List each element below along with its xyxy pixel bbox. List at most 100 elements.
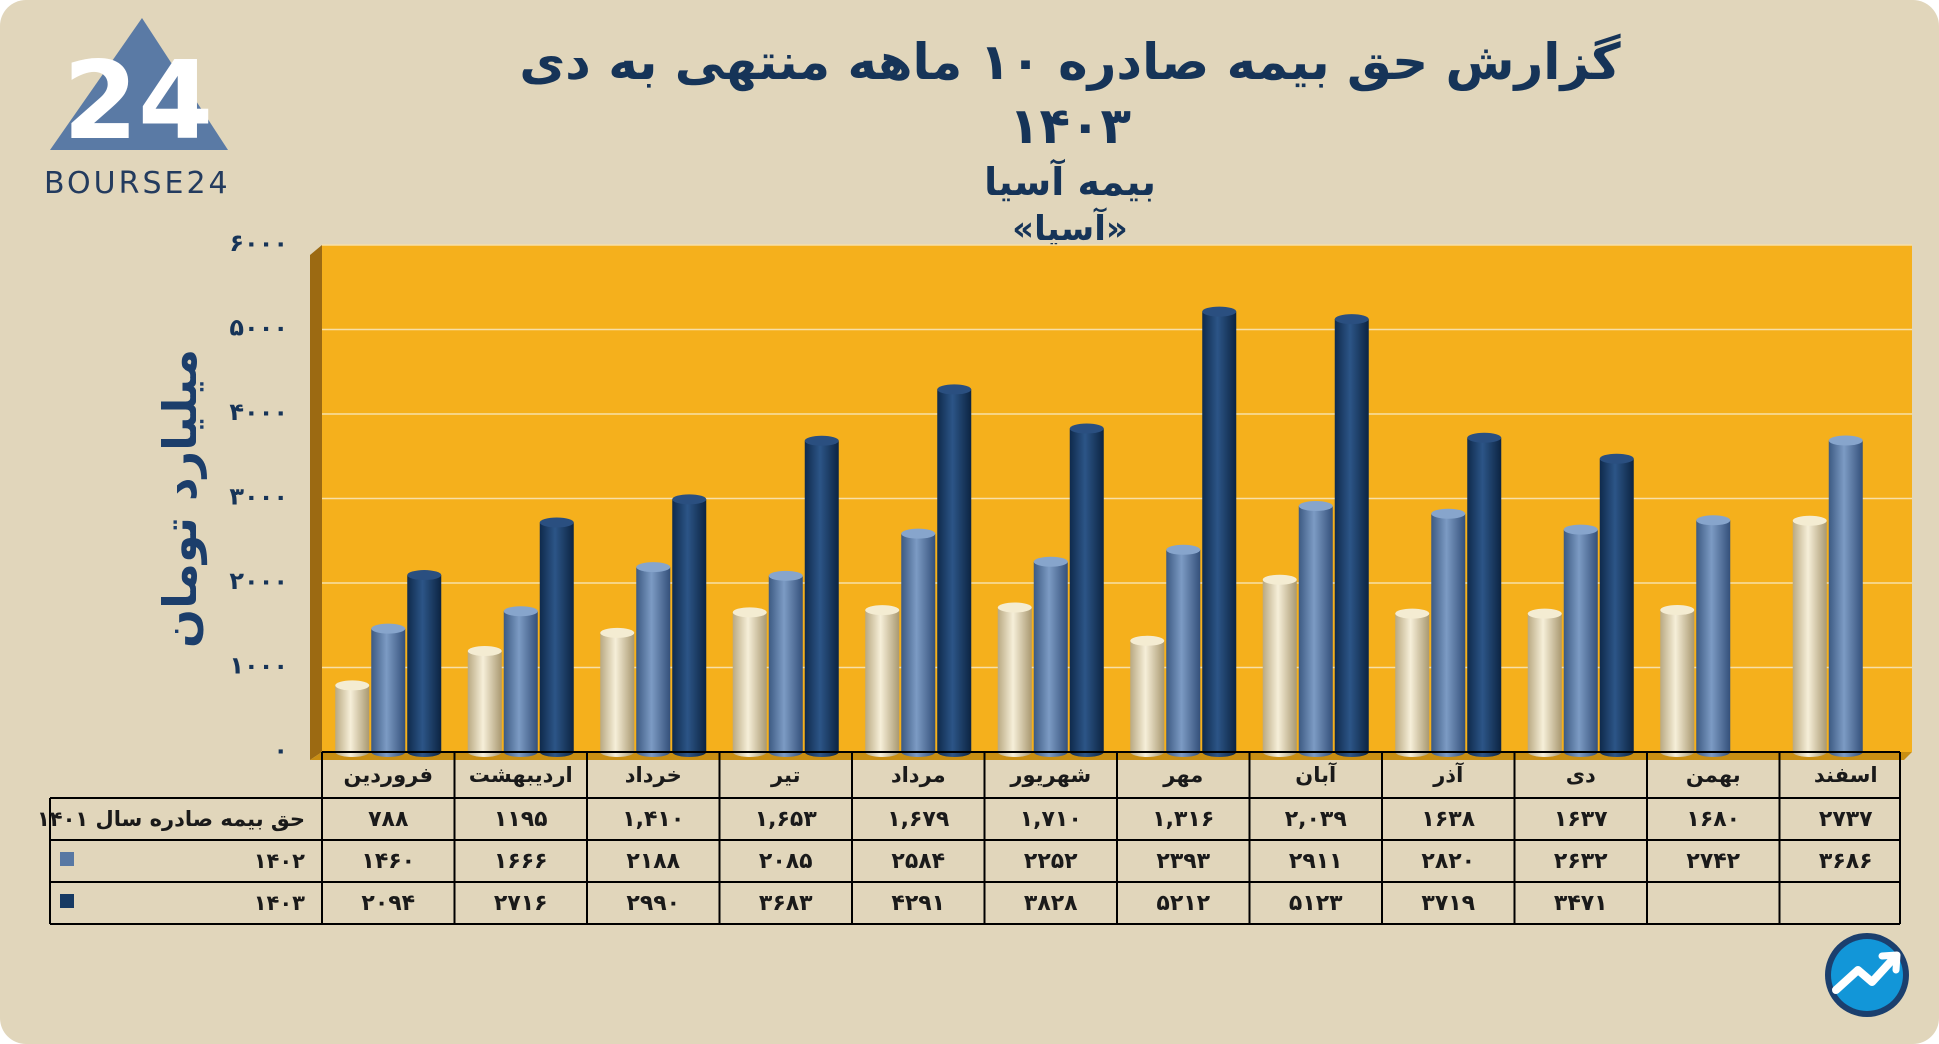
bar-body (600, 632, 635, 752)
data-table-cell: ۲۷۴۲ (1686, 849, 1740, 874)
data-table-cell: ۱۴۶۰ (361, 849, 415, 874)
bar-6-1 (1166, 544, 1201, 757)
bar-3-0 (732, 607, 767, 757)
bar-cap (539, 517, 574, 528)
bar-5-2 (1069, 423, 1104, 757)
bar-11-0 (1792, 515, 1827, 757)
bar-0-0 (335, 680, 370, 757)
bar-cap (335, 680, 370, 691)
bar-0-1 (371, 623, 406, 757)
data-table-cell: ۱۱۹۵ (494, 807, 548, 832)
bar-body (539, 522, 574, 752)
bar-body (1527, 613, 1562, 752)
data-table-cell: ۳۶۸۳ (759, 891, 813, 916)
bar-body (672, 499, 707, 752)
bar-7-2 (1334, 314, 1369, 757)
data-table-cell: ۱۶۸۰ (1686, 807, 1740, 832)
bar-cap (1395, 608, 1430, 619)
data-table-cell: ۲۰۸۵ (759, 849, 813, 874)
bar-7-1 (1298, 501, 1333, 757)
x-tick-label: مهر (1162, 763, 1203, 787)
bar-cap (1298, 501, 1333, 512)
y-axis-label: میلیارد تومان (153, 349, 207, 648)
x-tick-label: تیر (770, 763, 801, 787)
data-table-cell: ۱۶۶۶ (494, 849, 548, 874)
data-table-cell: ۱۶۳۷ (1554, 807, 1608, 832)
x-tick-label: دی (1566, 763, 1596, 787)
legend-label: ۱۴۰۳ (254, 891, 305, 915)
data-table-cell: ۲۸۲۰ (1421, 849, 1475, 874)
plot-floor (310, 752, 1912, 760)
bar-2-1 (636, 562, 671, 757)
data-table-cell: ۱,۴۱۰ (622, 807, 684, 832)
data-table-cell: ۲۰۹۴ (361, 891, 415, 916)
bar-cap (1334, 314, 1369, 325)
data-table-cell: ۲,۰۳۹ (1285, 807, 1347, 832)
data-table-cell: ۳۶۸۶ (1819, 849, 1873, 874)
x-tick-label: شهریور (1009, 763, 1091, 787)
bar-body (1202, 311, 1237, 752)
legend-swatch (60, 894, 74, 908)
data-table-cell: ۱۶۳۸ (1421, 807, 1475, 832)
data-table-cell: ۴۲۹۱ (891, 891, 945, 916)
data-table-cell: ۲۹۹۰ (626, 891, 680, 916)
x-tick-label: خرداد (625, 763, 682, 787)
bar-1-2 (539, 517, 574, 757)
bar-cap (865, 605, 900, 616)
data-table-cell: ۱,۶۵۳ (755, 807, 818, 832)
bar-8-2 (1467, 432, 1502, 757)
bar-cap (1467, 432, 1502, 443)
bar-body (1792, 520, 1827, 752)
legend-label: حق بیمه صادره سال ۱۴۰۱ (37, 807, 305, 831)
logo-triangle (50, 18, 228, 150)
bar-9-1 (1563, 524, 1598, 757)
bar-10-1 (1696, 515, 1731, 757)
bar-body (1660, 610, 1695, 752)
data-table-cell: ۵۲۱۲ (1156, 891, 1210, 916)
legend-label: ۱۴۰۲ (254, 849, 305, 873)
data-table-cell: ۲۲۵۲ (1024, 849, 1078, 874)
bar-4-1 (901, 528, 936, 757)
bar-cap (1166, 544, 1201, 555)
x-tick-label: بهمن (1686, 763, 1741, 787)
bar-cap (1069, 423, 1104, 434)
bar-7-0 (1262, 574, 1297, 757)
bar-1-0 (467, 646, 502, 757)
bar-cap (1202, 306, 1237, 317)
bar-body (1298, 506, 1333, 752)
data-table-cell: ۱,۷۱۰ (1020, 807, 1082, 832)
data-table-cell: ۱,۶۷۹ (887, 807, 949, 832)
bar-cap (768, 570, 803, 581)
bar-body (1130, 640, 1165, 752)
bar-cap (804, 435, 839, 446)
bar-body (636, 567, 671, 752)
data-table-cell: ۲۷۱۶ (494, 891, 548, 916)
bar-body (1467, 437, 1502, 752)
data-table-cell: ۳۷۱۹ (1421, 891, 1475, 916)
bar-body (371, 628, 406, 752)
data-table-cell: ۲۷۳۷ (1819, 807, 1873, 832)
x-tick-label: اسفند (1814, 763, 1878, 787)
bar-body (1166, 549, 1201, 752)
bar-cap (997, 602, 1032, 613)
bar-cap (672, 494, 707, 505)
y-tick-label: ۶۰۰۰ (229, 229, 288, 257)
bar-body (901, 533, 936, 752)
bar-cap (732, 607, 767, 618)
bar-body (1828, 440, 1863, 752)
bar-body (1599, 458, 1634, 752)
bar-cap (1262, 574, 1297, 585)
x-tick-label: مرداد (891, 763, 946, 787)
bar-5-0 (997, 602, 1032, 757)
ticker-symbol: «آسیا» (1012, 209, 1128, 249)
bar-cap (600, 627, 635, 638)
bar-body (804, 440, 839, 752)
y-tick-label: ۳۰۰۰ (229, 483, 288, 511)
y-tick-label: ۴۰۰۰ (229, 398, 288, 426)
bar-4-0 (865, 605, 900, 757)
bar-3-1 (768, 570, 803, 757)
bar-body (1262, 579, 1297, 752)
bar-9-2 (1599, 453, 1634, 757)
x-tick-label: اردیبهشت (469, 763, 573, 787)
logo-wordmark: BOURSE24 (44, 166, 231, 201)
